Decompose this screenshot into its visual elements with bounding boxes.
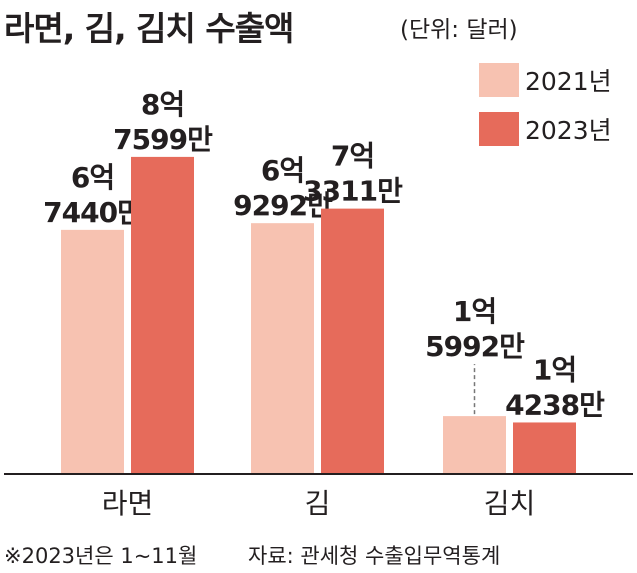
bar-3-2021	[443, 416, 506, 474]
value-label-3-2023-line2: 4238만	[505, 388, 605, 421]
legend-label-2021: 2021년	[525, 67, 612, 96]
category-label-2: 김	[305, 487, 331, 520]
value-label-3-2021-line2: 5992만	[425, 330, 525, 363]
bar-1-2023	[131, 156, 194, 475]
legend-item-2023: 2023년	[479, 111, 612, 147]
value-label-1-2023-line2: 7599만	[113, 123, 213, 156]
source-note: 자료: 관세청 수출입무역통계	[248, 544, 501, 568]
category-label-1: 라면	[102, 487, 154, 520]
footnote: ※2023년은 1~11월	[4, 544, 198, 568]
value-label-1-2021-line2: 7440만	[43, 196, 143, 229]
value-label-2-2023-line1: 7억	[331, 140, 374, 173]
category-label-3: 김치	[484, 487, 536, 520]
bar-2-2023	[321, 208, 384, 474]
legend-swatch-2021	[479, 63, 519, 97]
bar-3-2023	[513, 422, 576, 474]
value-label-2-2021-line2: 9292만	[233, 189, 333, 222]
value-label-1-2021-line1: 6억	[71, 161, 114, 194]
legend-swatch-2023	[479, 112, 519, 146]
value-label-2-2023-line2: 3311만	[303, 175, 403, 208]
bar-2-2021	[251, 223, 314, 474]
legend-label-2023: 2023년	[525, 116, 612, 145]
value-label-3-2023-line1: 1억	[533, 353, 576, 386]
chart-title: 라면, 김, 김치 수출액	[4, 9, 294, 48]
value-label-1-2023-line1: 8억	[141, 88, 184, 121]
unit-label: (단위: 달러)	[400, 17, 518, 43]
value-label-3-2021-line1: 1억	[453, 295, 496, 328]
bar-1-2021	[61, 229, 124, 474]
legend-item-2021: 2021년	[479, 62, 612, 98]
value-label-2-2021-line1: 6억	[261, 154, 304, 187]
